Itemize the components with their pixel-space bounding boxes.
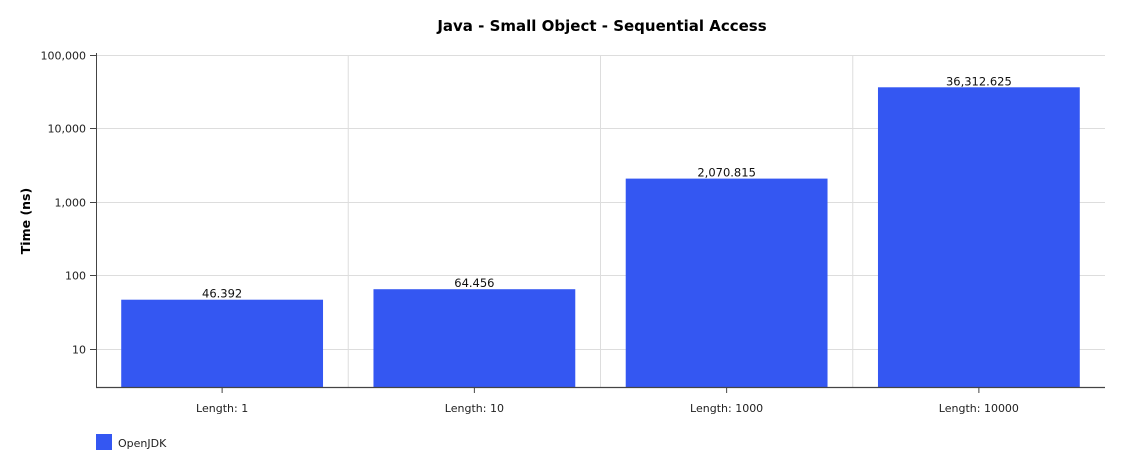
bars: 46.392 64.456 2,070.815 36,312.625 [121,74,1080,387]
y-tick-label: 10 [72,344,86,357]
legend-swatch [96,434,112,450]
axes: 10 100 1,000 10,000 100,000 Length: 1 Length: … [41,50,1105,415]
legend: OpenJDK [96,434,167,450]
bar[interactable] [121,299,324,387]
legend-label: OpenJDK [118,437,167,450]
y-tick-label: 10,000 [48,123,87,136]
bar-value-label: 46.392 [202,287,242,301]
bar-value-label: 2,070.815 [697,166,756,180]
bar[interactable] [625,178,828,387]
bar[interactable] [877,87,1080,387]
y-tick-label: 100 [65,270,86,283]
x-tick-label: Length: 1000 [690,402,763,415]
y-axis-title: Time (ns) [18,188,33,254]
y-tick-label: 100,000 [41,50,87,63]
chart-title: Java - Small Object - Sequential Access [436,17,766,35]
x-tick-label: Length: 10 [445,402,504,415]
bar-value-label: 64.456 [454,276,494,290]
bar-value-label: 36,312.625 [946,74,1012,88]
y-tick-label: 1,000 [55,197,87,210]
x-tick-label: Length: 10000 [939,402,1019,415]
bar[interactable] [373,289,576,387]
x-tick-label: Length: 1 [196,402,248,415]
